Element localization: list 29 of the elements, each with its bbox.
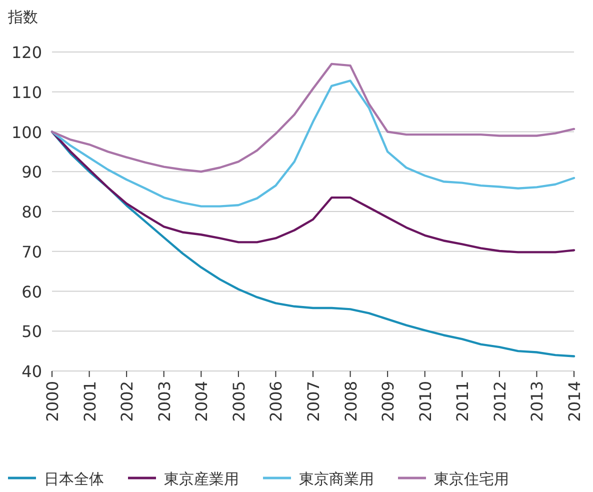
y-tick-label: 90 [22, 162, 42, 182]
x-tick-label: 2011 [453, 381, 472, 422]
x-tick-label: 2001 [80, 381, 100, 422]
legend-label: 東京住宅用 [434, 470, 509, 488]
y-tick-label: 110 [11, 82, 42, 102]
x-tick-label: 2012 [490, 381, 510, 422]
y-tick-label: 100 [11, 122, 42, 142]
x-tick-label: 2004 [192, 381, 212, 422]
x-tick-label: 2000 [43, 381, 62, 422]
y-tick-label: 70 [22, 242, 42, 262]
x-tick-label: 2013 [528, 381, 547, 422]
x-tick-label: 2003 [154, 381, 174, 422]
y-tick-label: 80 [22, 202, 42, 222]
y-tick-label: 60 [22, 282, 42, 302]
x-tick-label: 2007 [304, 381, 323, 422]
x-tick-label: 2014 [565, 381, 584, 422]
x-tick-label: 2005 [229, 381, 248, 422]
x-tick-label: 2006 [266, 381, 286, 422]
y-axis-title: 指数 [7, 8, 38, 26]
x-tick-label: 2009 [378, 381, 398, 422]
legend-label: 日本全体 [44, 470, 104, 488]
legend-label: 東京商業用 [299, 470, 374, 488]
legend-label: 東京産業用 [164, 470, 239, 488]
x-tick-label: 2010 [416, 381, 435, 422]
x-tick-label: 2002 [118, 381, 137, 422]
y-tick-label: 120 [11, 43, 42, 62]
y-tick-label: 50 [22, 322, 42, 342]
y-tick-label: 40 [22, 362, 42, 381]
x-tick-label: 2008 [341, 381, 360, 422]
